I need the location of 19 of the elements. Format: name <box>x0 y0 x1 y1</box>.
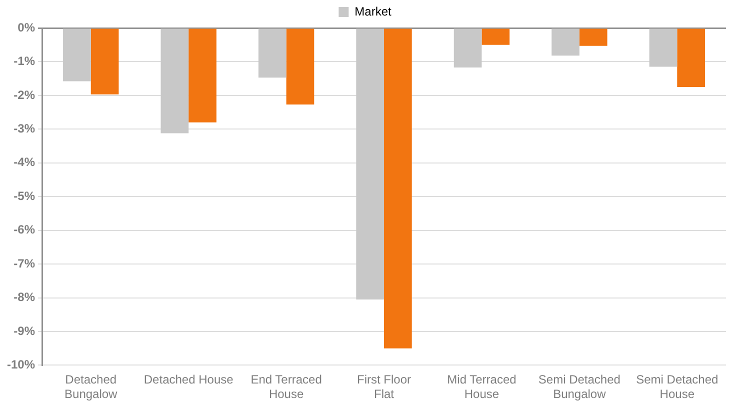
x-tick-label: Mid Terraced House <box>447 372 516 402</box>
x-tick-label: Semi Detached Bungalow <box>538 372 620 402</box>
y-tick-label: 0% <box>18 20 36 34</box>
y-tick-label: -7% <box>14 256 36 270</box>
y-tick-label: -6% <box>14 222 36 237</box>
y-tick-label: -4% <box>14 155 36 170</box>
y-tick-label: -1% <box>14 54 36 68</box>
y-tick-label: -3% <box>14 121 36 136</box>
y-tick-label: -10% <box>7 358 36 372</box>
y-tick-label: -2% <box>14 88 36 102</box>
x-tick-label: Detached House <box>144 372 234 387</box>
x-tick-label: First Floor Flat <box>357 372 412 402</box>
x-tick-label: Semi Detached House <box>636 372 718 402</box>
y-tick-label: -5% <box>14 188 36 203</box>
legend-label: Market <box>354 4 392 18</box>
x-tick-label: End Terraced House <box>250 372 322 402</box>
y-tick-label: -9% <box>14 324 36 338</box>
y-tick-label: -8% <box>14 290 36 304</box>
x-tick-label: Detached Bungalow <box>64 372 118 402</box>
